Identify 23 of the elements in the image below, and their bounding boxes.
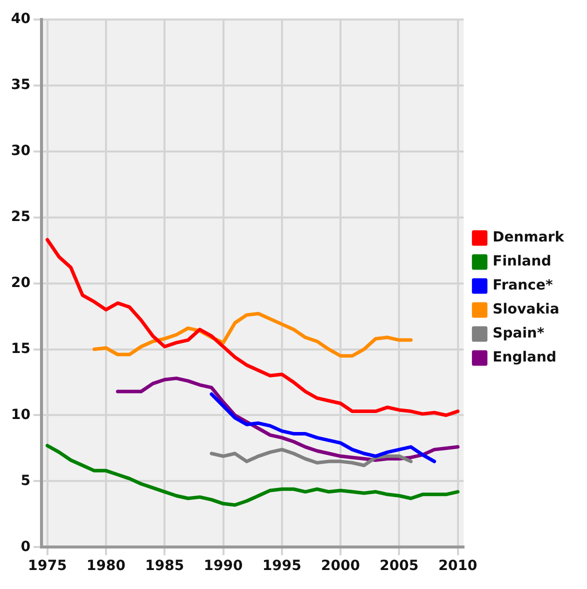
legend-label: Finland xyxy=(492,254,552,270)
y-tick-label: 10 xyxy=(11,406,31,423)
y-tick-label: 15 xyxy=(11,340,30,357)
x-tick-label: 1990 xyxy=(204,558,243,574)
legend-label: Denmark xyxy=(492,230,565,246)
y-tick-label: 5 xyxy=(20,472,30,489)
y-tick-label: 35 xyxy=(11,77,30,94)
y-tick-label: 30 xyxy=(11,142,31,159)
y-tick-label: 0 xyxy=(20,538,31,555)
x-tick-label: 1980 xyxy=(86,558,126,574)
x-tick-label: 2000 xyxy=(321,558,360,574)
x-tick-label: 1985 xyxy=(145,558,184,574)
y-tick-label: 25 xyxy=(11,208,30,225)
legend-label: England xyxy=(492,350,556,366)
x-tick-label: 1975 xyxy=(28,558,67,574)
legend-label: Spain* xyxy=(492,326,545,342)
x-tick-label: 2005 xyxy=(380,558,419,574)
legend-label: Slovakia xyxy=(492,302,560,318)
y-tick-label: 40 xyxy=(11,11,31,28)
y-tick-label: 20 xyxy=(11,274,31,291)
x-tick-label: 1995 xyxy=(262,558,302,574)
x-tick-label: 2010 xyxy=(438,558,478,574)
legend-label: France* xyxy=(492,278,554,294)
